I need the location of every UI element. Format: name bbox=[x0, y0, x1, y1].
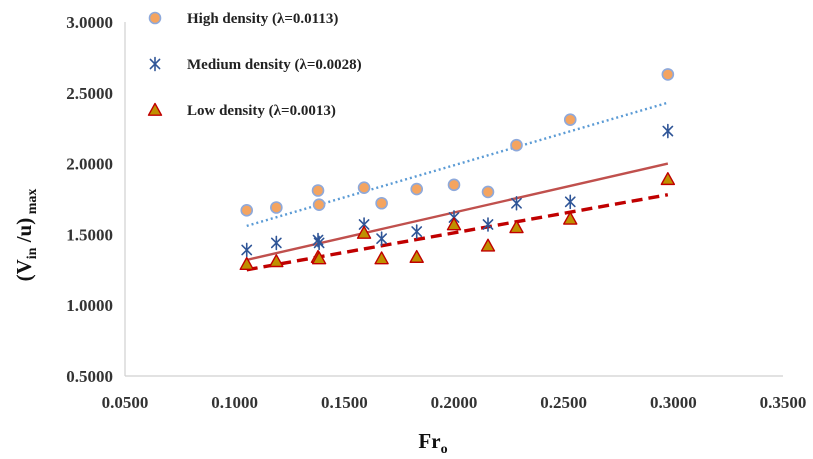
y-tick-label: 1.5000 bbox=[66, 225, 113, 244]
circle-point bbox=[510, 138, 523, 152]
triangle-point bbox=[239, 256, 254, 271]
circle-point bbox=[357, 181, 371, 194]
y-axis-title-sub2: max bbox=[25, 189, 40, 218]
x-tick-label: 0.3500 bbox=[760, 393, 807, 412]
circle-point bbox=[311, 184, 325, 197]
asterisk-point bbox=[376, 231, 388, 246]
triangle-point bbox=[446, 217, 462, 231]
triangle-point bbox=[356, 225, 372, 239]
x-tick-label: 0.2000 bbox=[431, 393, 478, 412]
y-tick-label: 2.0000 bbox=[66, 155, 113, 174]
circle-point bbox=[447, 178, 461, 192]
y-tick-label: 3.0000 bbox=[66, 13, 113, 32]
asterisk-point bbox=[662, 123, 674, 139]
y-axis-title: (Vin /u) max bbox=[12, 189, 40, 282]
circle-point bbox=[270, 201, 283, 214]
trendline-asterisk bbox=[246, 162, 669, 262]
x-tick-label: 0.2500 bbox=[540, 393, 587, 412]
asterisk-point bbox=[313, 235, 325, 251]
x-axis-title: Fro bbox=[418, 429, 447, 457]
y-axis-title-main: (V bbox=[12, 259, 36, 281]
x-tick-labels: 0.0500 0.1000 0.1500 0.2000 0.2500 0.3000 0.35… bbox=[102, 393, 807, 412]
circle-point bbox=[661, 68, 675, 81]
asterisk-point bbox=[511, 195, 522, 211]
triangle-point bbox=[563, 211, 578, 225]
legend-label: Medium density (λ=0.0028) bbox=[187, 57, 362, 73]
asterisk-point bbox=[482, 217, 494, 232]
asterisk-point bbox=[411, 224, 423, 239]
y-axis-title-sub1: in bbox=[25, 247, 40, 259]
circle-point bbox=[240, 204, 254, 217]
circle-point bbox=[481, 185, 495, 199]
asterisk-point bbox=[564, 194, 576, 210]
circle-point bbox=[563, 113, 577, 127]
circle-point bbox=[410, 182, 424, 196]
legend: High density (λ=0.0113) Medium density (λ… bbox=[147, 11, 362, 119]
circle-point bbox=[375, 196, 388, 210]
asterisk-point bbox=[241, 242, 253, 258]
triangle-point bbox=[660, 171, 676, 186]
y-tick-label: 1.0000 bbox=[66, 296, 113, 315]
circle-point bbox=[312, 198, 326, 211]
trendline-circle bbox=[246, 101, 669, 228]
data-points bbox=[239, 68, 676, 271]
triangle-point bbox=[509, 220, 524, 234]
x-tick-label: 0.0500 bbox=[102, 393, 149, 412]
legend-marker-circle bbox=[148, 11, 162, 25]
x-tick-label: 0.1000 bbox=[211, 393, 258, 412]
x-tick-label: 0.3000 bbox=[650, 393, 697, 412]
axes bbox=[124, 22, 783, 377]
y-axis-title-mid: /u) bbox=[12, 218, 36, 248]
x-tick-label: 0.1500 bbox=[321, 393, 368, 412]
legend-label: High density (λ=0.0113) bbox=[187, 11, 338, 27]
y-tick-label: 0.5000 bbox=[66, 367, 113, 386]
legend-marker-asterisk bbox=[149, 56, 161, 72]
triangle-point bbox=[409, 249, 424, 263]
triangle-point bbox=[374, 251, 389, 265]
trendline-triangle bbox=[246, 193, 669, 272]
x-axis-title-main: Fr bbox=[418, 429, 440, 453]
y-tick-label: 2.5000 bbox=[66, 84, 113, 103]
triangle-point bbox=[311, 251, 327, 265]
legend-label: Low density (λ=0.0013) bbox=[187, 103, 336, 119]
legend-marker-triangle bbox=[147, 102, 163, 116]
triangle-point bbox=[480, 238, 496, 252]
triangle-point bbox=[269, 254, 284, 268]
x-axis-title-sub: o bbox=[441, 442, 448, 457]
asterisk-point bbox=[270, 235, 282, 251]
y-tick-labels: 0.5000 1.0000 1.5000 2.0000 2.5000 3.0000 bbox=[66, 13, 113, 386]
